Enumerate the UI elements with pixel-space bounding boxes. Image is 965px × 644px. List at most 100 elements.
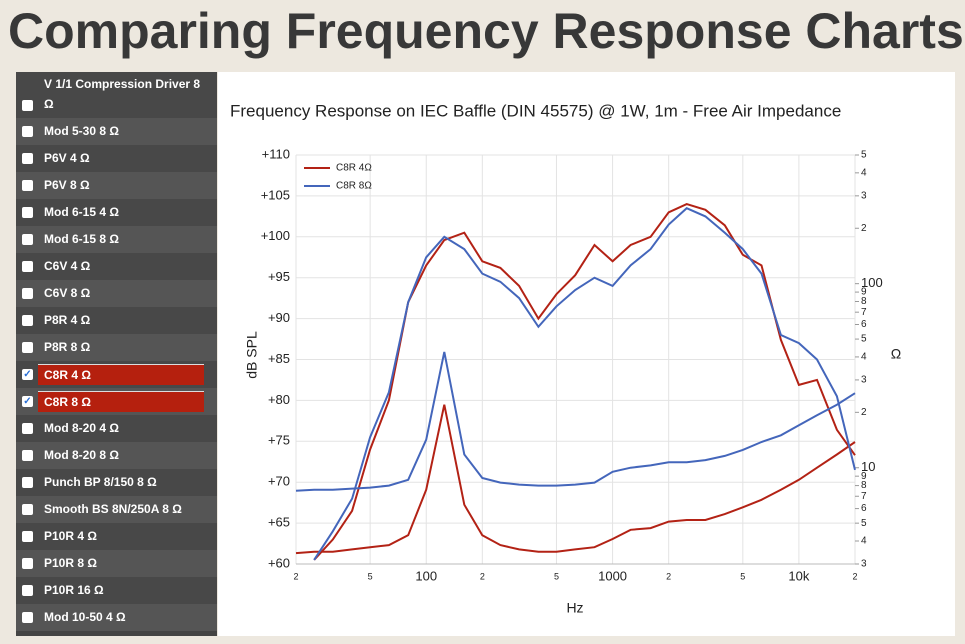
checkbox[interactable]	[22, 207, 33, 218]
y2-tick-label: 4	[861, 167, 867, 178]
sidebar-item[interactable]: C6V 8 Ω	[16, 280, 217, 307]
sidebar-item[interactable]: C6V 4 Ω	[16, 253, 217, 280]
y2-tick-label: 6	[861, 319, 867, 330]
item-label: P6V 4 Ω	[44, 151, 90, 165]
checkbox[interactable]	[22, 450, 33, 461]
y-tick-label: +85	[268, 351, 290, 366]
item-label: C8R 4 Ω	[38, 364, 204, 385]
page-title: Comparing Frequency Response Charts	[8, 3, 964, 59]
checkbox[interactable]	[22, 477, 33, 488]
item-label: C6V 8 Ω	[44, 286, 91, 300]
x-tick-label: 5	[740, 571, 745, 581]
chart-title: Frequency Response on IEC Baffle (DIN 45…	[230, 101, 841, 120]
y-tick-label: +105	[261, 187, 290, 202]
sidebar-item[interactable]: P10R 8 Ω	[16, 550, 217, 577]
sidebar-item[interactable]: Mod 8-20 8 Ω	[16, 442, 217, 469]
y2-tick-label: 100	[861, 275, 883, 290]
x-axis-label: Hz	[566, 600, 583, 616]
item-label: Mod 10-50 4 Ω	[44, 610, 126, 624]
sidebar-item[interactable]: P8R 4 Ω	[16, 307, 217, 334]
legend-label: C8R 8Ω	[336, 181, 372, 192]
spl-line	[313, 203, 856, 561]
item-label: Mod 8-20 8 Ω	[44, 448, 119, 462]
sidebar-item[interactable]: Mod 5-30 8 Ω	[16, 118, 217, 145]
x-tick-label: 5	[554, 571, 559, 581]
y2-tick-label: 7	[861, 307, 867, 318]
item-label: P8R 8 Ω	[44, 340, 91, 354]
y2-tick-label: 5	[861, 334, 867, 345]
checkbox[interactable]	[22, 531, 33, 542]
checkbox[interactable]	[22, 234, 33, 245]
y-tick-label: +80	[268, 392, 290, 407]
y2-tick-label: 3	[861, 190, 867, 201]
y2-tick-label: 2	[861, 223, 867, 234]
x-tick-label: 2	[293, 571, 298, 581]
checkbox[interactable]	[22, 100, 33, 111]
sidebar-item[interactable]: Mod 6-15 8 Ω	[16, 226, 217, 253]
x-tick-label: 2	[852, 571, 857, 581]
checkbox[interactable]	[22, 558, 33, 569]
checkbox[interactable]: ✓	[22, 396, 33, 407]
item-label: Mod 6-15 8 Ω	[44, 232, 119, 246]
y2-tick-label: 9	[861, 471, 867, 482]
x-tick-label: 5	[368, 571, 373, 581]
x-tick-label: 2	[666, 571, 671, 581]
checkbox[interactable]: ✓	[22, 369, 33, 380]
y2-tick-label: 8	[861, 296, 867, 307]
sidebar-item[interactable]: P10R 4 Ω	[16, 523, 217, 550]
y2-tick-label: 4	[861, 352, 867, 363]
item-label: P10R 16 Ω	[44, 583, 104, 597]
y2-tick-label: 2	[861, 407, 867, 418]
item-label: C8R 8 Ω	[38, 391, 204, 412]
item-label: Mod 5-30 8 Ω	[44, 124, 119, 138]
sidebar-item[interactable]: P8R 8 Ω	[16, 334, 217, 361]
sidebar-item[interactable]: P6V 8 Ω	[16, 172, 217, 199]
y-tick-label: +90	[268, 310, 290, 325]
y2-tick-label: 9	[861, 287, 867, 298]
y2-tick-label: 5	[861, 518, 867, 529]
y2-tick-label: 3	[861, 559, 867, 570]
y2-tick-label: 4	[861, 536, 867, 547]
sidebar-item[interactable]: ✓ C8R 8 Ω	[16, 388, 217, 415]
y2-axis-label: Ω	[891, 346, 901, 362]
item-label: Punch BP 8/150 8 Ω	[44, 475, 157, 489]
item-label: Smooth BS 8N/250A 8 Ω	[44, 502, 182, 516]
spl-line	[313, 207, 856, 561]
item-label: C6V 4 Ω	[44, 259, 91, 273]
x-tick-label: 10k	[788, 568, 809, 583]
y-tick-label: +65	[268, 515, 290, 530]
checkbox[interactable]	[22, 342, 33, 353]
y2-tick-label: 5	[861, 150, 867, 161]
checkbox[interactable]	[22, 180, 33, 191]
item-label: P8R 4 Ω	[44, 313, 91, 327]
checkbox[interactable]	[22, 126, 33, 137]
sidebar-item[interactable]: ✓ C8R 4 Ω	[16, 361, 217, 388]
item-label: Mod 6-15 4 Ω	[44, 205, 119, 219]
y-tick-label: +60	[268, 555, 290, 570]
checkbox[interactable]	[22, 423, 33, 434]
y-tick-label: +70	[268, 474, 290, 489]
checkbox[interactable]	[22, 153, 33, 164]
y2-tick-label: 8	[861, 480, 867, 491]
sidebar-item[interactable]: Mod 8-20 4 Ω	[16, 415, 217, 442]
y2-tick-label: 10	[861, 459, 875, 474]
sidebar-item[interactable]: Mod 6-15 4 Ω	[16, 199, 217, 226]
sidebar-item[interactable]: P10R 16 Ω	[16, 577, 217, 604]
item-label: P6V 8 Ω	[44, 178, 90, 192]
y2-tick-label: 6	[861, 503, 867, 514]
checkbox[interactable]	[22, 504, 33, 515]
checkbox[interactable]	[22, 315, 33, 326]
sidebar-item[interactable]: P6V 4 Ω	[16, 145, 217, 172]
sidebar-item[interactable]: V 1/1 Compression Driver 8 Ω	[16, 72, 217, 118]
sidebar-item[interactable]: Mod 10-50 4 Ω	[16, 604, 217, 631]
x-tick-label: 1000	[598, 568, 627, 583]
checkbox[interactable]	[22, 585, 33, 596]
checkbox[interactable]	[22, 288, 33, 299]
y2-tick-label: 3	[861, 375, 867, 386]
y-tick-label: +110	[262, 146, 290, 161]
sidebar-item[interactable]: Punch BP 8/150 8 Ω	[16, 469, 217, 496]
sidebar-item[interactable]: Smooth BS 8N/250A 8 Ω	[16, 496, 217, 523]
checkbox[interactable]	[22, 261, 33, 272]
checkbox[interactable]	[22, 612, 33, 623]
